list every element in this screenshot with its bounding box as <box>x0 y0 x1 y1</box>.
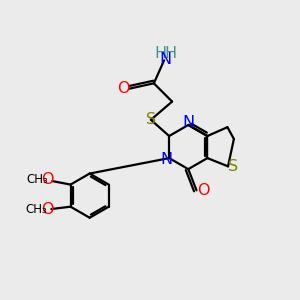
Text: N: N <box>161 152 173 167</box>
Text: N: N <box>159 52 171 67</box>
Text: O: O <box>117 80 130 95</box>
Text: O: O <box>42 172 54 188</box>
Text: O: O <box>197 183 209 198</box>
Text: H: H <box>165 46 177 62</box>
Text: CH₃: CH₃ <box>26 173 48 186</box>
Text: S: S <box>146 112 156 127</box>
Text: CH₃: CH₃ <box>25 203 47 216</box>
Text: H: H <box>154 46 166 62</box>
Text: N: N <box>182 115 194 130</box>
Text: S: S <box>228 159 239 174</box>
Text: O: O <box>41 202 53 217</box>
